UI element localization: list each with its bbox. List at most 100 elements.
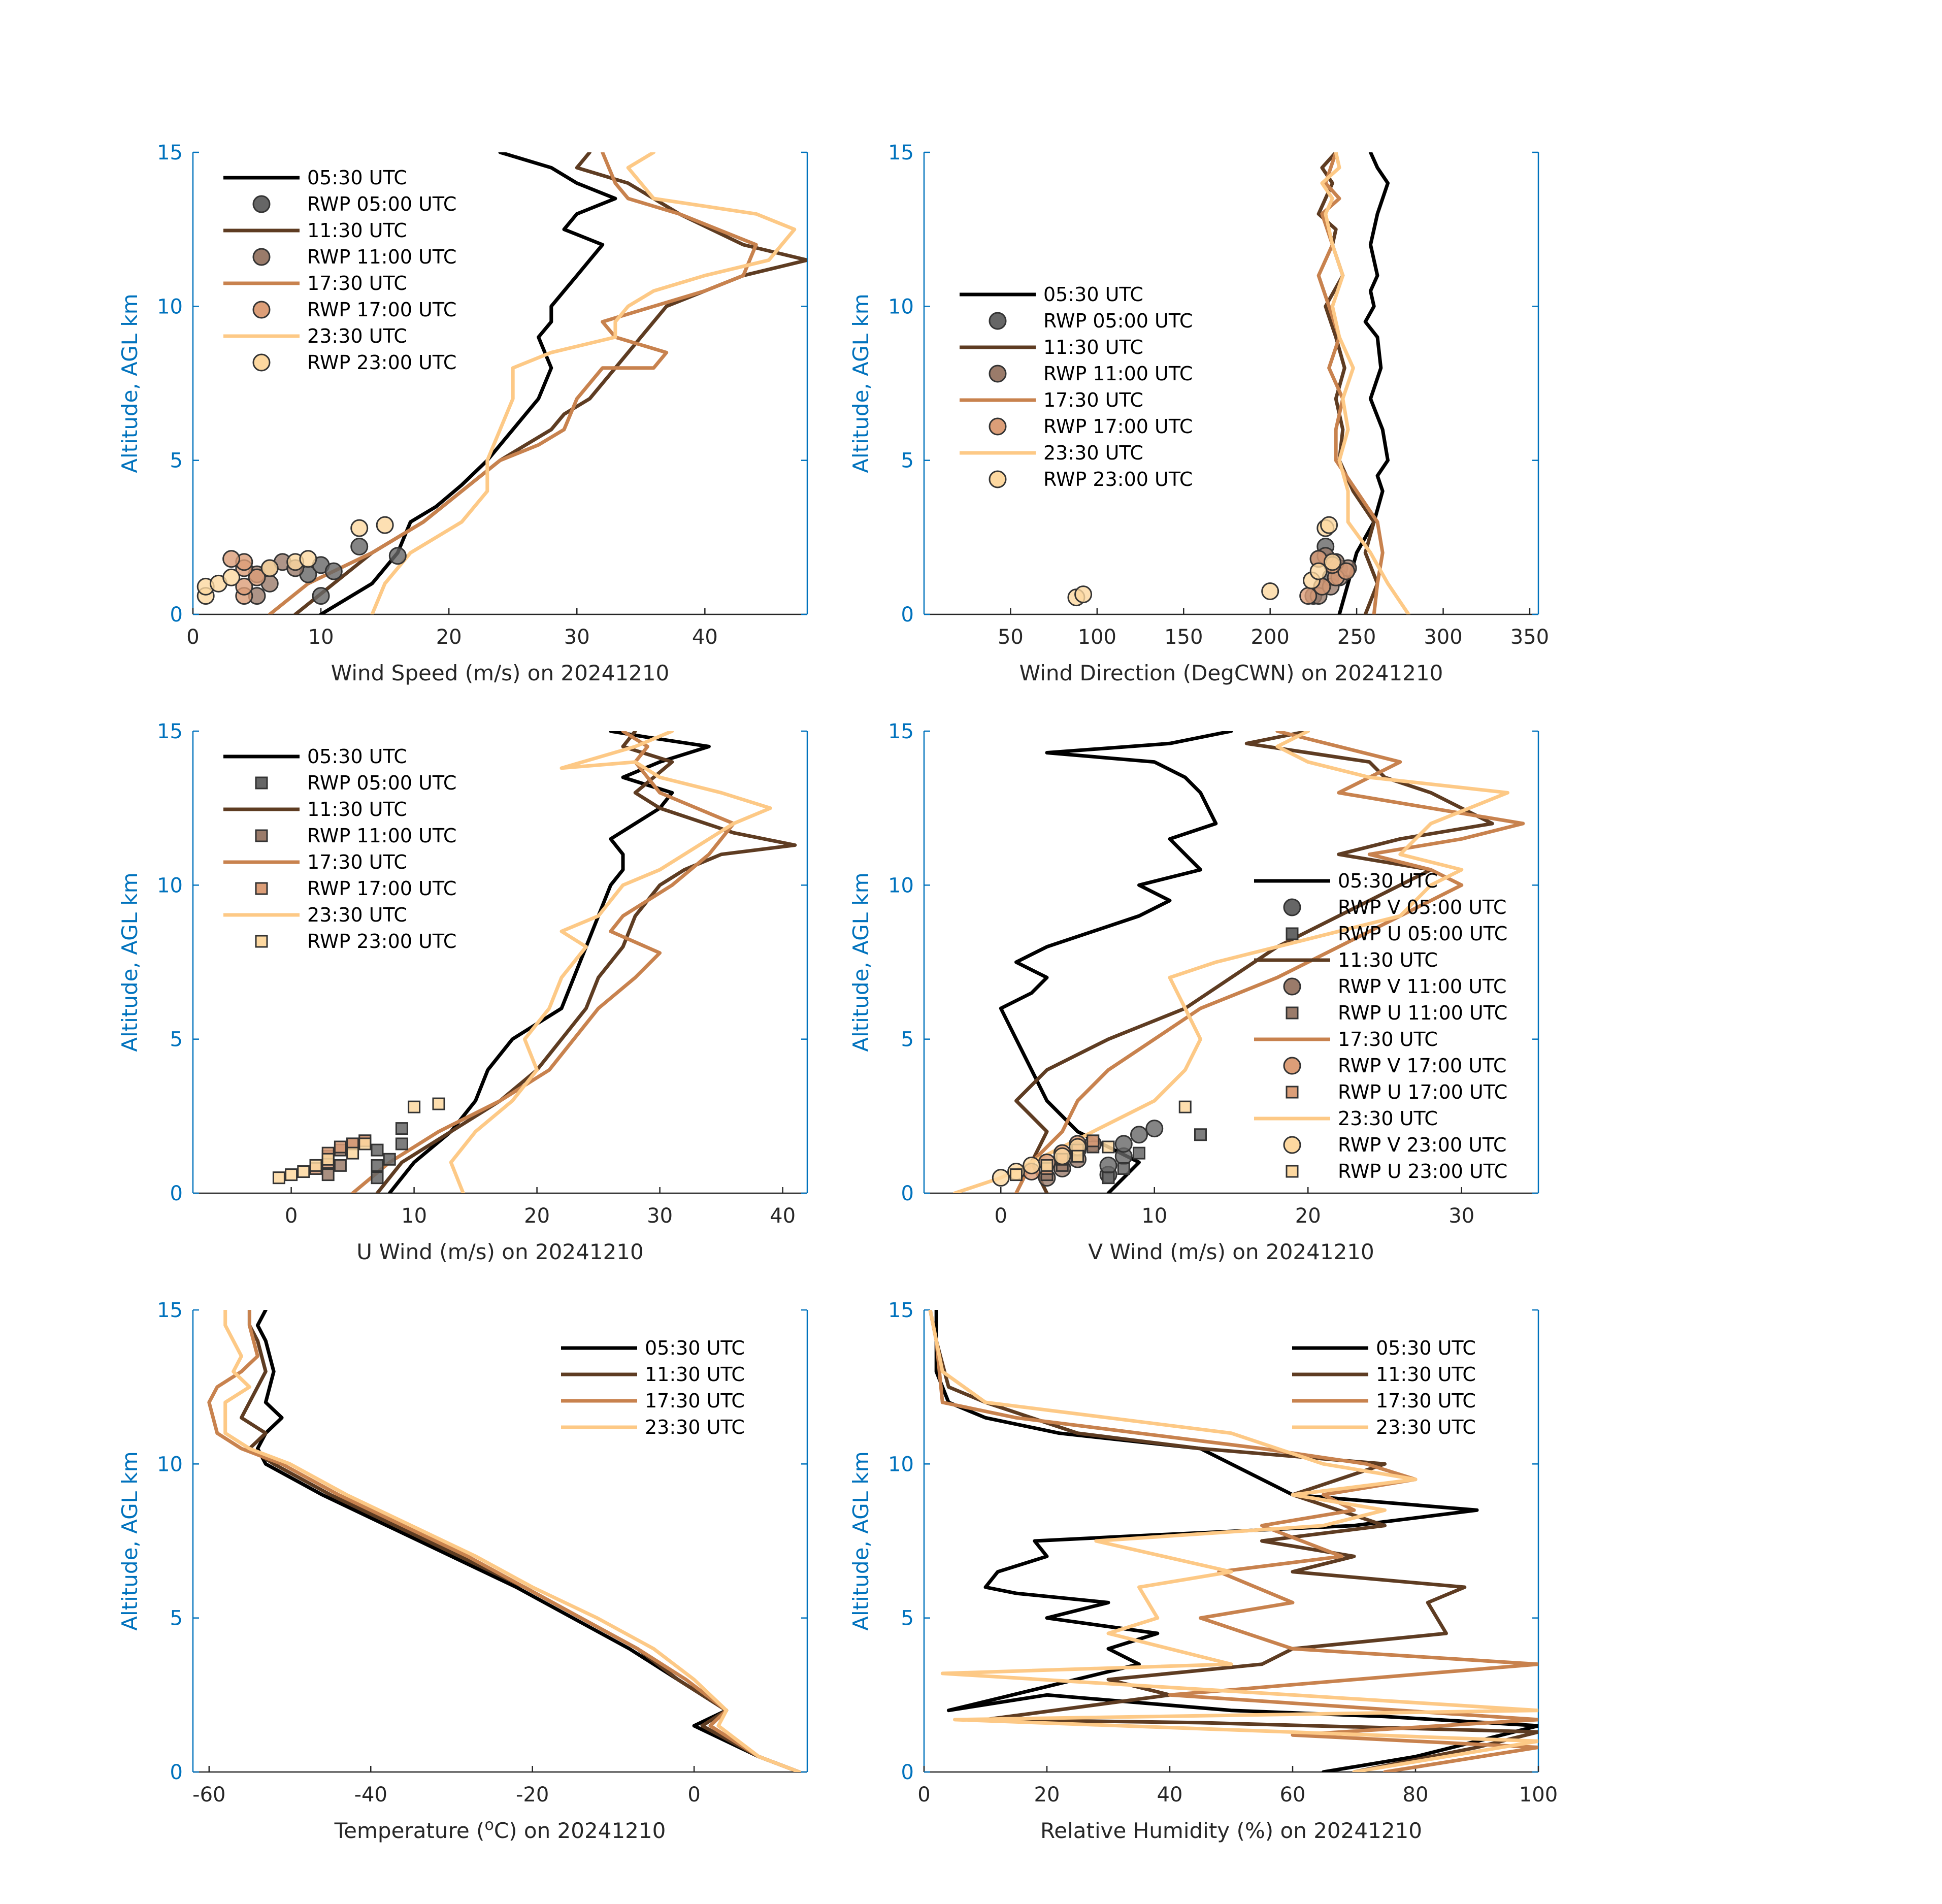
legend-label: RWP 23:00 UTC bbox=[1043, 468, 1193, 490]
rwp-square-marker bbox=[358, 1137, 372, 1151]
x-axis-label: Wind Direction (DegCWN) on 20241210 bbox=[1019, 661, 1443, 685]
x-tick-label: -60 bbox=[192, 1783, 225, 1807]
y-axis-label: Altitude, AGL km bbox=[848, 1451, 873, 1630]
rwp-square-marker bbox=[383, 1153, 396, 1166]
x-tick-label: 100 bbox=[1519, 1783, 1558, 1807]
x-tick-label: 30 bbox=[1449, 1204, 1474, 1228]
series-line-0530 bbox=[319, 152, 617, 614]
series-line-1130 bbox=[1014, 731, 1494, 1193]
x-axis-label-part: C) on 20241210 bbox=[494, 1818, 666, 1843]
x-tick-label: 20 bbox=[1295, 1204, 1321, 1228]
legend-label: 23:30 UTC bbox=[1043, 442, 1143, 464]
subplot-relative-humidity: 0 20 40 60 80 100 0 5 10 15 Relative Humidity (%) … bbox=[848, 1299, 1558, 1843]
rwp-square-marker bbox=[371, 1143, 384, 1157]
x-tick-label: 300 bbox=[1424, 626, 1462, 649]
x-axis-label: Relative Humidity (%) on 20241210 bbox=[1040, 1818, 1422, 1843]
legend: 05:30 UTC RWP 05:00 UTC 11:30 UTC RWP 11:00… bbox=[223, 745, 456, 953]
rwp-circle-marker bbox=[1074, 585, 1093, 604]
rwp-circle-marker bbox=[992, 1169, 1010, 1187]
legend-circle-swatch bbox=[1283, 977, 1301, 996]
x-tick-label: 40 bbox=[692, 626, 718, 649]
rwp-square-marker bbox=[395, 1122, 408, 1135]
legend-label: RWP U 23:00 UTC bbox=[1338, 1160, 1507, 1183]
legend-label: RWP 23:00 UTC bbox=[307, 351, 456, 374]
legend: 05:30 UTC 11:30 UTC 17:30 UTC 23:30 UTC bbox=[1292, 1337, 1476, 1438]
legend-label: RWP 11:00 UTC bbox=[1043, 363, 1193, 385]
series-line-1730 bbox=[1014, 731, 1525, 1193]
legend-label: 17:30 UTC bbox=[307, 851, 407, 873]
rwp-square-marker bbox=[1117, 1162, 1130, 1175]
legend-label: RWP V 11:00 UTC bbox=[1338, 975, 1506, 998]
legend-label: 17:30 UTC bbox=[1338, 1028, 1438, 1051]
rwp-square-marker bbox=[1178, 1100, 1192, 1113]
legend-label: 05:30 UTC bbox=[1376, 1337, 1476, 1359]
x-tick-label: 60 bbox=[1280, 1783, 1306, 1807]
rwp-square-marker bbox=[321, 1168, 335, 1181]
subplot-v-wind: 0 10 20 30 0 5 10 15 V Wind (m/s) on 20241210 Alt… bbox=[848, 720, 1539, 1264]
y-axis-label: Altitude, AGL km bbox=[117, 293, 142, 473]
legend-label: 11:30 UTC bbox=[1338, 949, 1438, 971]
y-tick-label: 15 bbox=[888, 1299, 914, 1322]
legend-circle-swatch bbox=[1283, 1136, 1301, 1154]
y-tick-label: 5 bbox=[901, 1607, 914, 1630]
rwp-square-marker bbox=[1071, 1150, 1084, 1163]
plot-area bbox=[196, 152, 807, 614]
legend-label: RWP 11:00 UTC bbox=[307, 246, 456, 268]
rwp-circle-marker bbox=[1320, 516, 1338, 534]
legend-square-swatch bbox=[255, 935, 268, 948]
y-tick-label: 0 bbox=[901, 1761, 914, 1784]
x-axis-label-superscript: o bbox=[484, 1816, 493, 1834]
series-line-0530 bbox=[387, 731, 711, 1193]
x-tick-label: 50 bbox=[998, 626, 1024, 649]
rwp-circle-marker bbox=[350, 538, 369, 556]
plot-area bbox=[207, 1310, 801, 1772]
x-tick-label: -40 bbox=[354, 1783, 387, 1807]
legend-square-swatch bbox=[255, 776, 268, 790]
rwp-circle-marker bbox=[1130, 1126, 1148, 1144]
rwp-circle-marker bbox=[1145, 1120, 1164, 1138]
x-tick-label: 10 bbox=[1141, 1204, 1167, 1228]
legend-circle-swatch bbox=[252, 195, 271, 213]
series-line-1730 bbox=[351, 731, 736, 1193]
rwp-circle-marker bbox=[376, 516, 394, 534]
legend-label: 23:30 UTC bbox=[307, 325, 407, 347]
subplot-wind-direction: 50 100 150 200 250 300 350 0 5 10 15 Wind Direction… bbox=[848, 141, 1549, 685]
y-tick-label: 0 bbox=[901, 1182, 914, 1205]
x-tick-label: 20 bbox=[436, 626, 462, 649]
x-tick-label: 30 bbox=[564, 626, 590, 649]
rwp-circle-marker bbox=[248, 568, 266, 586]
rwp-circle-marker bbox=[235, 577, 253, 596]
x-axis-label: Temperature (oC) on 20241210 bbox=[334, 1816, 666, 1843]
rwp-circle-marker bbox=[260, 559, 279, 577]
legend-label: RWP 17:00 UTC bbox=[1043, 415, 1193, 438]
legend-circle-swatch bbox=[989, 417, 1007, 436]
x-tick-label: 0 bbox=[687, 1783, 700, 1807]
legend-label: RWP U 11:00 UTC bbox=[1338, 1002, 1507, 1024]
series-line-2330 bbox=[953, 731, 1509, 1193]
legend-label: 11:30 UTC bbox=[1043, 336, 1143, 358]
legend-square-swatch bbox=[1286, 1006, 1299, 1020]
rwp-circle-marker bbox=[1299, 587, 1318, 605]
x-tick-label: 40 bbox=[770, 1204, 796, 1228]
legend-circle-swatch bbox=[989, 312, 1007, 330]
series-line-1130 bbox=[375, 731, 797, 1193]
legend-square-swatch bbox=[1286, 1165, 1299, 1178]
rwp-square-marker bbox=[309, 1159, 322, 1172]
legend-circle-swatch bbox=[1283, 898, 1301, 916]
legend-label: 23:30 UTC bbox=[645, 1416, 745, 1438]
rwp-circle-marker bbox=[1309, 562, 1328, 580]
legend-label: RWP U 17:00 UTC bbox=[1338, 1081, 1507, 1103]
rwp-square-marker bbox=[297, 1165, 310, 1178]
rwp-square-marker bbox=[285, 1168, 298, 1181]
y-axis-label: Altitude, AGL km bbox=[117, 1451, 142, 1630]
series-line-2330 bbox=[223, 1310, 801, 1772]
legend-label: 23:30 UTC bbox=[1338, 1107, 1438, 1130]
rwp-circle-marker bbox=[350, 519, 369, 537]
y-tick-label: 5 bbox=[901, 449, 914, 473]
legend-label: 17:30 UTC bbox=[645, 1390, 745, 1412]
legend-circle-swatch bbox=[252, 353, 271, 372]
rwp-square-marker bbox=[432, 1097, 445, 1110]
rwp-square-marker bbox=[395, 1137, 408, 1151]
legend-circle-swatch bbox=[252, 301, 271, 319]
x-tick-label: 10 bbox=[401, 1204, 427, 1228]
